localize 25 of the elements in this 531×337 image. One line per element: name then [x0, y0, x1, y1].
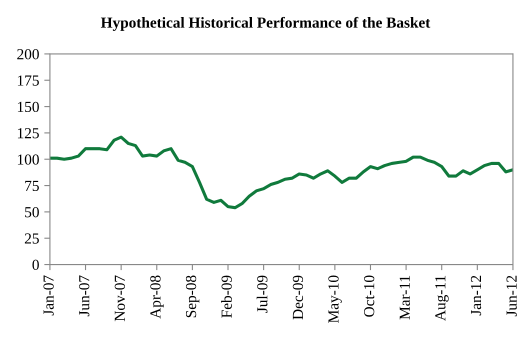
x-tick-label: Sep-08 [186, 276, 200, 318]
y-tick-label: 175 [18, 75, 39, 86]
y-tick-label: 200 [17, 49, 39, 60]
y-tick-label: 100 [18, 154, 39, 165]
x-tick-label: Mar-11 [400, 276, 410, 320]
y-tick-label: 75 [25, 180, 39, 192]
y-tick-label: 150 [18, 102, 39, 112]
y-tick-label: 50 [25, 207, 39, 218]
x-tick-label: May-10 [328, 276, 342, 323]
x-tick-label: Jun-07 [79, 275, 90, 316]
x-tick-label: Jan-12 [470, 276, 482, 316]
y-tick-label: 0 [32, 260, 39, 270]
line-series [50, 136, 513, 210]
x-tick-label: Oct-10 [364, 276, 374, 317]
x-tick-label: Jan-07 [43, 275, 54, 316]
y-tick-label: 25 [24, 233, 39, 244]
x-tick-label: Jul-09 [256, 276, 268, 313]
x-tick-label: Apr-08 [150, 276, 164, 319]
x-tick-label: Jun-12 [506, 276, 517, 316]
x-tick-label: Aug-11 [435, 276, 449, 321]
x-tick-label: Dec-09 [292, 276, 304, 320]
x-tick-label: Feb-09 [221, 276, 232, 318]
chart-title: Hypothetical Historical Performance of the Basket [100, 16, 430, 31]
x-tick-label: Nov-07 [114, 275, 125, 322]
y-tick-label: 125 [18, 128, 39, 138]
